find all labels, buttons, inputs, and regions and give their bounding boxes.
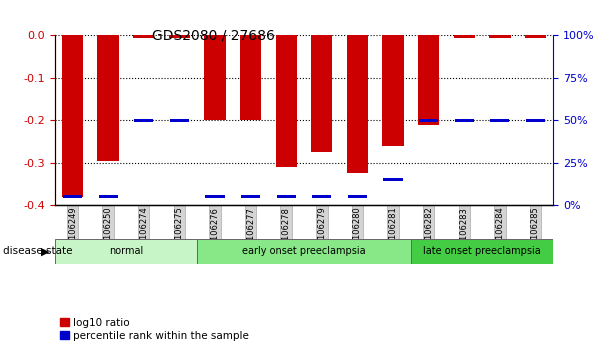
Text: GDS2080 / 27686: GDS2080 / 27686 [152, 28, 275, 42]
Bar [312, 195, 331, 198]
Bar [97, 35, 119, 161]
Bar [206, 195, 224, 198]
Bar [204, 35, 226, 120]
Bar [348, 195, 367, 198]
Bar [170, 119, 189, 122]
Text: ▶: ▶ [41, 246, 50, 256]
Bar [241, 195, 260, 198]
Bar [240, 35, 261, 120]
Bar [197, 239, 411, 264]
Bar [134, 119, 153, 122]
Bar [489, 35, 511, 38]
Bar [418, 35, 440, 125]
Bar [168, 35, 190, 38]
Bar [525, 35, 546, 38]
Bar [98, 195, 118, 198]
Bar [311, 35, 333, 152]
Bar [62, 35, 83, 197]
Bar [455, 119, 474, 122]
Text: early onset preeclampsia: early onset preeclampsia [242, 246, 366, 256]
Bar [275, 35, 297, 167]
Bar [411, 239, 553, 264]
Legend: log10 ratio, percentile rank within the sample: log10 ratio, percentile rank within the … [60, 318, 249, 341]
Bar [277, 195, 296, 198]
Text: disease state: disease state [3, 246, 72, 256]
Text: late onset preeclampsia: late onset preeclampsia [423, 246, 541, 256]
Bar [55, 239, 197, 264]
Bar [382, 35, 404, 146]
Bar [133, 35, 154, 38]
Bar [419, 119, 438, 122]
Bar [454, 35, 475, 38]
Bar [63, 195, 82, 198]
Bar [384, 178, 402, 181]
Bar [347, 35, 368, 173]
Bar [490, 119, 510, 122]
Bar [526, 119, 545, 122]
Text: normal: normal [109, 246, 143, 256]
